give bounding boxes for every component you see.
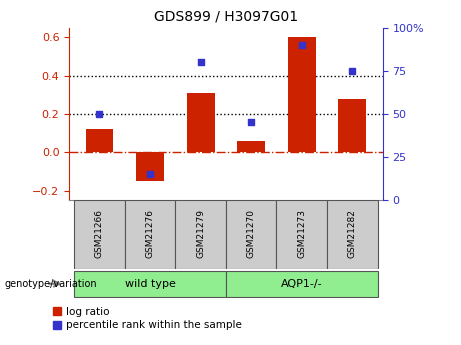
Point — [96, 111, 103, 117]
Bar — [136, 152, 164, 181]
Point — [248, 120, 255, 125]
Title: GDS899 / H3097G01: GDS899 / H3097G01 — [154, 10, 298, 24]
Bar — [288, 37, 316, 152]
Point — [146, 171, 154, 177]
Bar — [175, 200, 226, 269]
Text: GSM21273: GSM21273 — [297, 209, 306, 258]
Text: genotype/variation: genotype/variation — [5, 279, 97, 289]
Point — [349, 68, 356, 73]
Bar — [187, 93, 214, 152]
Text: GSM21266: GSM21266 — [95, 209, 104, 258]
Text: GSM21270: GSM21270 — [247, 209, 256, 258]
Bar — [74, 270, 226, 297]
Bar — [338, 99, 366, 152]
Legend: log ratio, percentile rank within the sample: log ratio, percentile rank within the sa… — [51, 307, 242, 330]
Text: GSM21276: GSM21276 — [146, 209, 154, 258]
Bar — [277, 200, 327, 269]
Bar — [226, 200, 277, 269]
Bar — [327, 200, 378, 269]
Text: AQP1-/-: AQP1-/- — [281, 279, 323, 289]
Text: GSM21282: GSM21282 — [348, 209, 357, 258]
Bar — [86, 129, 113, 152]
Text: wild type: wild type — [124, 279, 176, 289]
Text: GSM21279: GSM21279 — [196, 209, 205, 258]
Bar — [226, 270, 378, 297]
Bar — [125, 200, 175, 269]
Bar — [74, 200, 125, 269]
Point — [197, 59, 204, 65]
Bar — [237, 141, 265, 152]
Point — [298, 42, 306, 48]
